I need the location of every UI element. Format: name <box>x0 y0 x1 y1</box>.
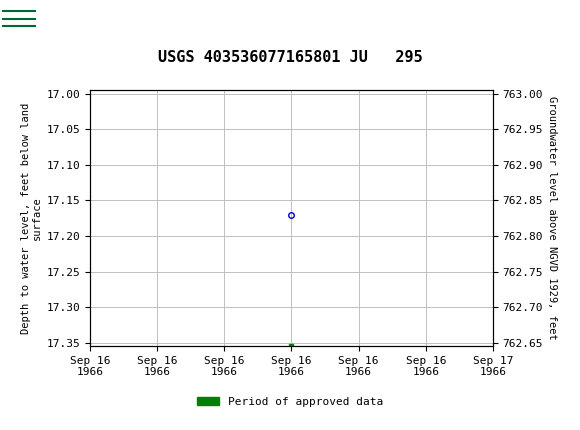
Text: USGS 403536077165801 JU   295: USGS 403536077165801 JU 295 <box>158 50 422 64</box>
Text: ≈USGS: ≈USGS <box>3 10 74 28</box>
FancyBboxPatch shape <box>2 3 60 35</box>
Text: USGS: USGS <box>81 9 141 28</box>
Y-axis label: Groundwater level above NGVD 1929, feet: Groundwater level above NGVD 1929, feet <box>548 96 557 340</box>
Legend: Period of approved data: Period of approved data <box>193 393 387 412</box>
Y-axis label: Depth to water level, feet below land
surface: Depth to water level, feet below land su… <box>21 103 42 334</box>
FancyBboxPatch shape <box>3 3 78 35</box>
